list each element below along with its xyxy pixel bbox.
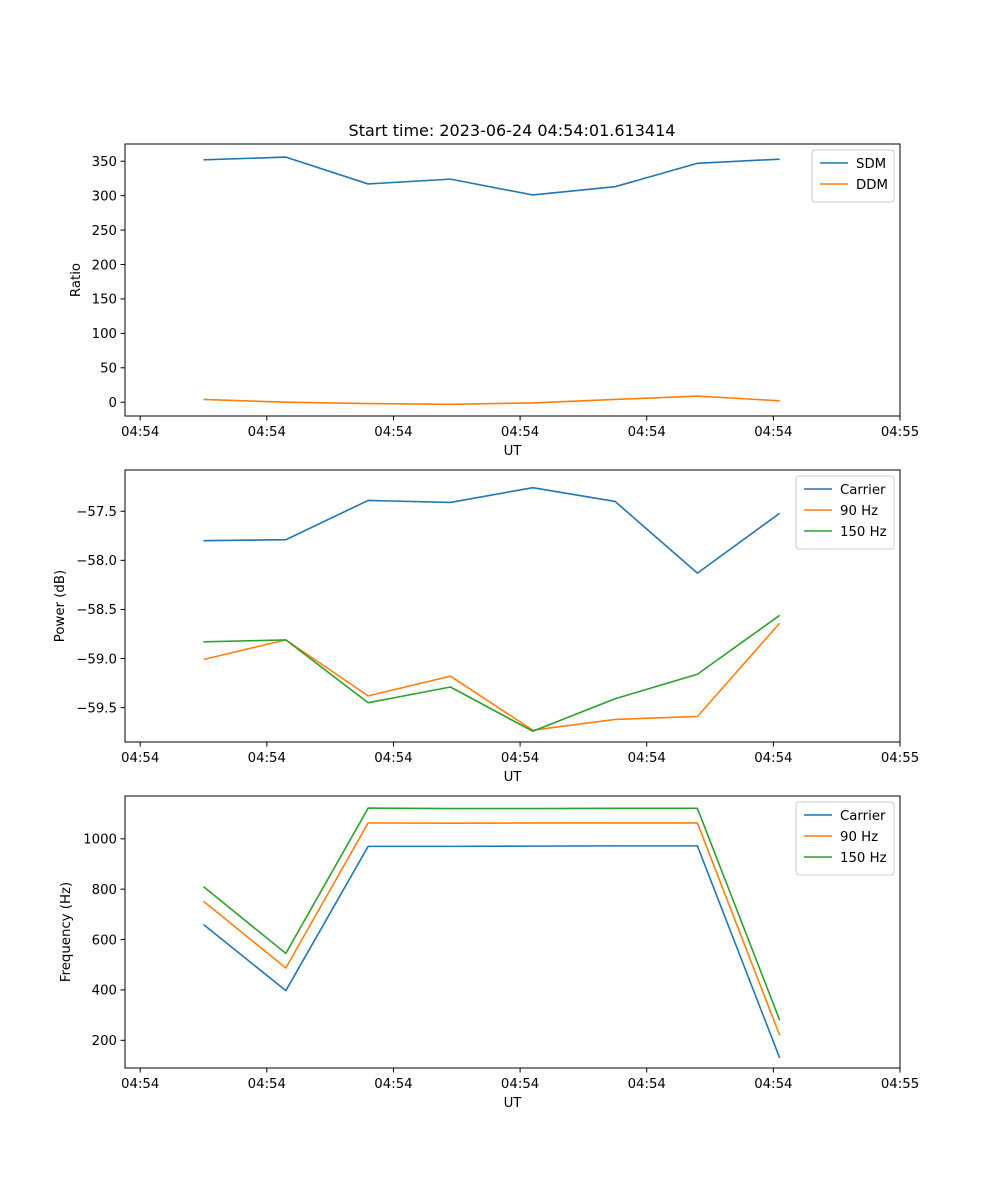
y-tick-label-frequency-3: 800 <box>92 883 117 898</box>
x-tick-label-frequency-1: 04:54 <box>248 1077 286 1092</box>
x-tick-label-ratio-2: 04:54 <box>374 425 412 440</box>
series-line-power-1 <box>203 622 781 732</box>
x-tick-label-ratio-5: 04:54 <box>754 425 792 440</box>
legend-entry-ratio-0: SDM <box>856 157 886 172</box>
legend-entry-power-2: 150 Hz <box>840 525 887 540</box>
ratio-axes-frame <box>124 143 901 417</box>
x-tick-label-frequency-0: 04:54 <box>121 1077 159 1092</box>
y-tick-label-ratio-1: 50 <box>100 362 117 377</box>
ratio-x-axis-label: UT <box>504 444 523 459</box>
legend-entry-frequency-2: 150 Hz <box>840 851 887 866</box>
x-tick-label-ratio-1: 04:54 <box>248 425 286 440</box>
legend-entry-frequency-0: Carrier <box>840 809 886 824</box>
y-tick-label-ratio-6: 300 <box>92 189 117 204</box>
series-line-power-2 <box>203 614 781 733</box>
x-tick-label-ratio-6: 04:55 <box>881 425 919 440</box>
y-tick-label-power-1: −59.0 <box>76 652 117 667</box>
x-tick-label-power-3: 04:54 <box>501 751 539 766</box>
y-tick-label-frequency-1: 400 <box>92 984 117 999</box>
series-line-ratio-0 <box>203 156 780 196</box>
y-tick-label-power-4: −57.5 <box>76 505 117 520</box>
frequency-legend: Carrier 90 Hz 150 Hz <box>795 801 895 876</box>
legend-entry-frequency-1: 90 Hz <box>840 830 878 845</box>
legend-entry-power-1: 90 Hz <box>840 504 878 519</box>
legend-entry-power-0: Carrier <box>840 483 886 498</box>
y-tick-label-power-3: −58.0 <box>76 554 117 569</box>
legend-entry-ratio-1: DDM <box>856 178 888 193</box>
x-tick-label-frequency-3: 04:54 <box>501 1077 539 1092</box>
y-tick-label-ratio-5: 250 <box>92 224 117 239</box>
x-tick-label-frequency-2: 04:54 <box>374 1077 412 1092</box>
chart-title: Start time: 2023-06-24 04:54:01.613414 <box>349 121 676 140</box>
x-tick-label-ratio-4: 04:54 <box>628 425 666 440</box>
x-tick-label-ratio-0: 04:54 <box>121 425 159 440</box>
power-axes-frame <box>124 469 901 743</box>
x-tick-label-frequency-5: 04:54 <box>754 1077 792 1092</box>
ratio-subplot: 04:54 04:54 04:54 04:54 04:54 04:54 04:55 0 50 10… <box>69 143 919 459</box>
y-tick-label-ratio-2: 100 <box>92 327 117 342</box>
ratio-legend: SDM DDM <box>811 149 895 203</box>
y-tick-label-power-0: −59.5 <box>76 701 117 716</box>
y-tick-label-frequency-2: 600 <box>92 933 117 948</box>
y-tick-label-frequency-4: 1000 <box>83 833 117 848</box>
series-line-frequency-0 <box>203 845 781 1059</box>
x-tick-label-power-2: 04:54 <box>374 751 412 766</box>
ratio-y-axis-label: Ratio <box>69 263 84 297</box>
x-tick-label-ratio-3: 04:54 <box>501 425 539 440</box>
x-tick-label-power-0: 04:54 <box>121 751 159 766</box>
frequency-subplot: 04:54 04:54 04:54 04:54 04:54 04:54 04:55 200 40… <box>59 795 919 1111</box>
power-x-axis-label: UT <box>504 770 523 785</box>
series-line-ratio-1 <box>203 395 780 406</box>
power-y-axis-label: Power (dB) <box>53 570 68 642</box>
y-tick-label-ratio-7: 350 <box>92 155 117 170</box>
x-tick-label-frequency-6: 04:55 <box>881 1077 919 1092</box>
frequency-x-axis-label: UT <box>504 1096 523 1111</box>
x-tick-label-power-1: 04:54 <box>248 751 286 766</box>
power-legend: Carrier 90 Hz 150 Hz <box>795 475 895 550</box>
frequency-y-axis-label: Frequency (Hz) <box>59 882 74 982</box>
x-tick-label-power-6: 04:55 <box>881 751 919 766</box>
y-tick-label-ratio-4: 200 <box>92 258 117 273</box>
y-tick-label-ratio-3: 150 <box>92 293 117 308</box>
y-tick-label-frequency-0: 200 <box>92 1034 117 1049</box>
x-tick-label-frequency-4: 04:54 <box>628 1077 666 1092</box>
series-line-power-0 <box>203 486 781 574</box>
series-line-frequency-1 <box>203 822 781 1036</box>
y-tick-label-power-2: −58.5 <box>76 603 117 618</box>
frequency-axes-frame <box>124 795 901 1069</box>
power-subplot: 04:54 04:54 04:54 04:54 04:54 04:54 04:55 −59.5… <box>53 469 919 785</box>
series-line-frequency-2 <box>203 807 781 1021</box>
x-tick-label-power-4: 04:54 <box>628 751 666 766</box>
x-tick-label-power-5: 04:54 <box>754 751 792 766</box>
y-tick-label-ratio-0: 0 <box>109 396 117 411</box>
